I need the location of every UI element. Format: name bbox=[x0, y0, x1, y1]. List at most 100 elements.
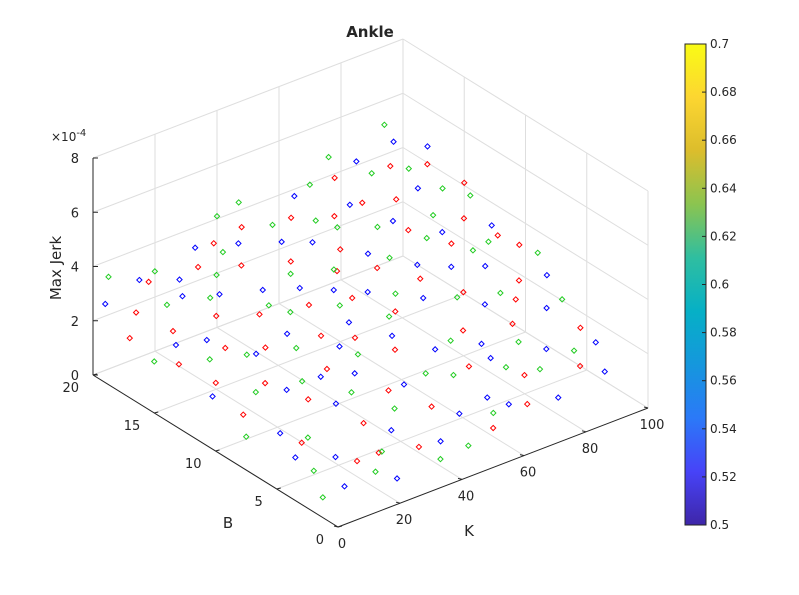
data-point bbox=[460, 288, 467, 296]
data-point bbox=[576, 362, 584, 370]
z-tick-label: 2 bbox=[71, 315, 79, 330]
data-point bbox=[543, 304, 550, 312]
data-point bbox=[317, 332, 325, 340]
data-point bbox=[428, 403, 435, 410]
data-point bbox=[570, 347, 578, 354]
k-tick-mark bbox=[333, 525, 339, 528]
data-point bbox=[351, 334, 359, 342]
data-point bbox=[283, 386, 290, 394]
data-point bbox=[542, 345, 550, 353]
data-point bbox=[478, 340, 485, 348]
data-point bbox=[483, 394, 491, 401]
data-point bbox=[386, 162, 394, 170]
colorbar-tick-label: 0.56 bbox=[710, 374, 737, 388]
b-tick-mark bbox=[154, 411, 159, 414]
data-point bbox=[424, 160, 431, 168]
data-point bbox=[348, 294, 356, 302]
colorbar-tick-label: 0.64 bbox=[710, 181, 737, 195]
data-point bbox=[488, 222, 496, 229]
data-point bbox=[437, 455, 444, 463]
side-wall-grid-line bbox=[402, 147, 649, 300]
data-point bbox=[312, 217, 320, 224]
x-axis-label: K bbox=[464, 522, 475, 540]
data-point bbox=[306, 181, 314, 189]
data-point bbox=[389, 217, 397, 225]
data-point bbox=[391, 308, 399, 315]
data-point bbox=[437, 438, 444, 445]
data-point bbox=[465, 442, 472, 449]
data-point bbox=[447, 337, 454, 344]
data-point bbox=[238, 262, 245, 269]
back-wall-grid-line bbox=[92, 38, 404, 159]
data-point bbox=[554, 394, 562, 401]
data-point bbox=[400, 381, 408, 388]
data-point bbox=[419, 294, 427, 302]
data-point bbox=[265, 302, 273, 309]
data-point bbox=[221, 344, 229, 352]
colorbar-tick-label: 0.5 bbox=[710, 518, 729, 532]
data-point bbox=[298, 439, 306, 447]
colorbar-tick-label: 0.54 bbox=[710, 422, 737, 436]
data-point bbox=[415, 443, 423, 451]
back-wall-grid-line bbox=[92, 255, 404, 376]
data-point bbox=[502, 363, 510, 371]
colorbar-tick-label: 0.7 bbox=[710, 37, 729, 51]
data-point bbox=[543, 271, 551, 279]
data-point bbox=[489, 409, 497, 417]
data-point bbox=[219, 248, 227, 256]
data-point bbox=[348, 389, 355, 396]
data-point bbox=[413, 261, 421, 269]
data-point bbox=[105, 273, 112, 281]
data-point bbox=[150, 358, 158, 365]
data-point bbox=[336, 246, 344, 253]
data-point bbox=[210, 239, 218, 247]
data-point bbox=[521, 371, 528, 379]
z-tick-label: 6 bbox=[71, 206, 79, 221]
b-tick-label: 10 bbox=[185, 457, 202, 472]
data-point bbox=[304, 396, 312, 403]
b-tick-label: 5 bbox=[254, 495, 262, 510]
data-point bbox=[239, 411, 247, 418]
colorbar-tick-label: 0.58 bbox=[710, 326, 737, 340]
data-point bbox=[404, 226, 412, 234]
data-point bbox=[206, 294, 214, 302]
side-wall-grid-line bbox=[402, 201, 649, 355]
b-tick-label: 15 bbox=[124, 419, 141, 434]
data-point bbox=[391, 405, 398, 412]
k-tick-mark bbox=[581, 430, 587, 433]
data-point bbox=[309, 238, 316, 246]
data-point bbox=[354, 351, 362, 358]
data-point bbox=[353, 158, 360, 165]
data-point bbox=[169, 327, 177, 335]
colorbar: 0.5 0.52 0.54 0.56 0.58 0.6 0.62 0.64 0.66 0.68 0.… bbox=[684, 37, 737, 532]
z-tick-label: 0 bbox=[71, 369, 79, 384]
data-point bbox=[346, 201, 354, 209]
data-point bbox=[368, 169, 376, 177]
y-axis-label: B bbox=[223, 514, 233, 532]
data-point bbox=[305, 301, 313, 309]
data-point bbox=[453, 293, 461, 301]
data-point bbox=[450, 371, 457, 379]
data-point bbox=[494, 232, 502, 239]
data-point bbox=[269, 221, 276, 229]
data-point bbox=[497, 289, 504, 297]
data-point bbox=[374, 223, 381, 231]
data-point bbox=[287, 308, 294, 316]
k-tick-label: 80 bbox=[582, 442, 599, 457]
data-point bbox=[505, 400, 513, 408]
data-point bbox=[577, 324, 584, 332]
b-tick-mark bbox=[215, 449, 220, 452]
data-point bbox=[364, 288, 372, 296]
data-points bbox=[101, 121, 609, 501]
data-point bbox=[536, 365, 544, 373]
k-tick-label: 40 bbox=[458, 489, 475, 504]
data-point bbox=[292, 344, 300, 352]
data-point bbox=[429, 211, 437, 219]
data-point bbox=[330, 266, 338, 273]
data-point bbox=[304, 434, 312, 441]
data-point bbox=[262, 344, 269, 351]
k-tick-mark bbox=[519, 454, 525, 457]
data-point bbox=[101, 300, 109, 308]
k-tick-label: 20 bbox=[396, 513, 413, 528]
